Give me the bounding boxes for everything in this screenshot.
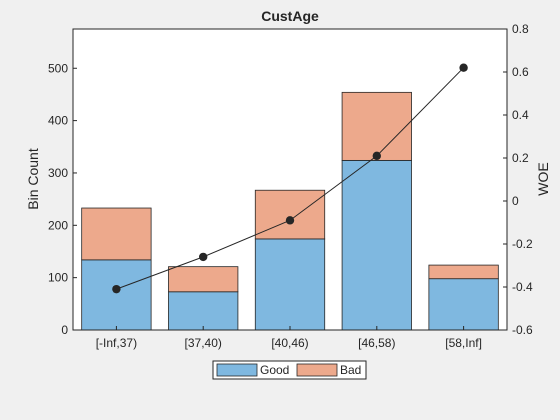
y-right-tick-label: -0.2 xyxy=(512,237,533,251)
y-right-tick-label: 0.8 xyxy=(512,22,529,36)
y-left-tick-label: 100 xyxy=(48,271,68,285)
woe-point-2 xyxy=(285,216,295,225)
legend-swatch-good xyxy=(216,363,258,377)
bar-bad-4 xyxy=(428,264,499,280)
y-right-tick-label: 0 xyxy=(512,194,519,208)
y-left-tick-label: 200 xyxy=(48,218,68,232)
y-axis-left-label: Bin Count xyxy=(25,148,41,210)
bars-layer xyxy=(81,91,499,331)
y-right-tick-label: 0.4 xyxy=(512,108,529,122)
y-right-tick-label: -0.6 xyxy=(512,323,533,337)
y-right-tick-label: 0.2 xyxy=(512,151,529,165)
woe-point-3 xyxy=(372,151,381,161)
x-axis: [-Inf,37) [37,40) [40,46) [46,58) [58,Inf] xyxy=(96,326,482,350)
bar-good-4 xyxy=(428,278,499,331)
legend-label-bad: Bad xyxy=(340,363,361,377)
legend: Good Bad xyxy=(212,360,367,380)
y-left-tick-label: 300 xyxy=(48,166,68,180)
x-tick-label: [46,58) xyxy=(358,336,395,350)
y-left-tick-label: 0 xyxy=(61,323,68,337)
legend-swatch-bad xyxy=(296,363,338,377)
bar-bad-2 xyxy=(254,189,326,240)
woe-point-4 xyxy=(459,63,468,72)
bar-bad-3 xyxy=(341,91,412,161)
y-left-tick-label: 500 xyxy=(48,61,68,75)
y-axis-left: 0 100 200 300 400 500 xyxy=(48,61,77,337)
bar-good-0 xyxy=(81,259,152,331)
legend-label-good: Good xyxy=(260,363,289,377)
bar-bad-1 xyxy=(168,266,239,293)
woe-line-layer xyxy=(112,63,468,294)
x-tick-label: [37,40) xyxy=(185,336,222,350)
x-tick-label: [58,Inf] xyxy=(445,336,482,350)
woe-point-1 xyxy=(199,252,208,262)
y-left-tick-label: 400 xyxy=(48,114,68,128)
bar-good-2 xyxy=(254,238,326,331)
x-tick-label: [-Inf,37) xyxy=(96,336,137,350)
y-axis-right-label: WOE xyxy=(535,162,551,195)
woe-point-0 xyxy=(112,284,121,294)
y-right-tick-label: 0.6 xyxy=(512,65,529,79)
chart-title: CustAge xyxy=(261,8,319,24)
y-right-tick-label: -0.4 xyxy=(512,280,533,294)
y-axis-right: -0.6 -0.4 -0.2 0 0.2 0.4 0.6 0.8 xyxy=(503,22,533,337)
x-tick-label: [40,46) xyxy=(271,336,308,350)
bar-bad-0 xyxy=(81,207,152,261)
bar-good-3 xyxy=(341,159,412,331)
bar-good-1 xyxy=(168,291,239,331)
